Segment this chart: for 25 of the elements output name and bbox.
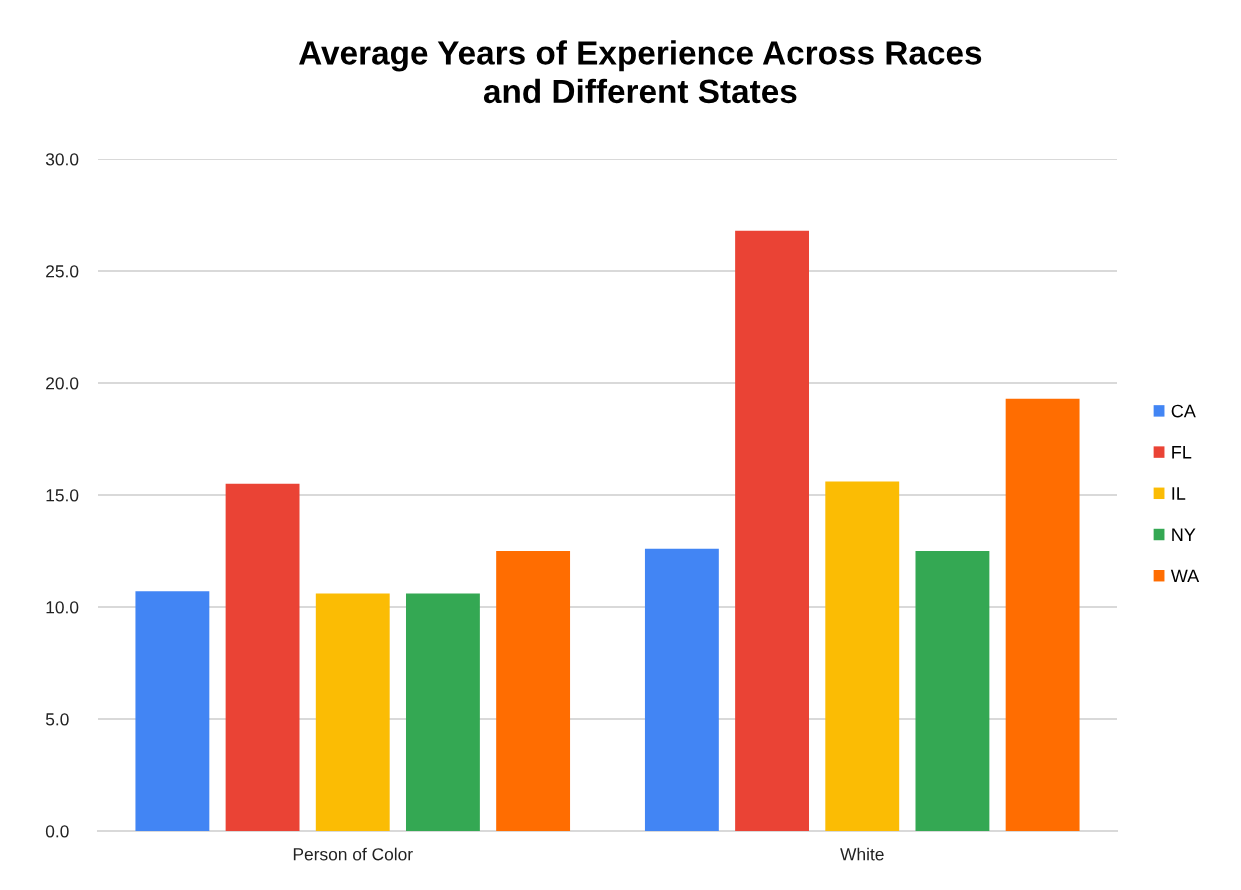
y-tick-label: 20.0: [46, 377, 79, 390]
chart-title: Average Years of Experience Across Races and Different States: [299, 40, 982, 104]
x-tick-label: Person of Color: [293, 847, 413, 861]
y-tick-label: 25.0: [46, 265, 79, 278]
legend-label: FL: [1172, 446, 1192, 459]
legend-label: CA: [1171, 404, 1196, 418]
y-tick-label: 30.0: [45, 153, 79, 166]
x-tick-label: White: [840, 847, 884, 861]
bar: [825, 481, 900, 831]
legend-label: WA: [1170, 569, 1200, 583]
bar: [496, 551, 571, 831]
y-tick-label: 15.0: [46, 489, 79, 502]
bar: [644, 548, 719, 831]
y-tick-label: 0.0: [45, 825, 69, 838]
bar: [135, 591, 210, 831]
bar: [225, 483, 300, 831]
bar: [315, 593, 390, 831]
bar: [735, 230, 810, 831]
bar: [1005, 398, 1080, 831]
bar: [915, 551, 990, 831]
y-tick-label: 5.0: [45, 713, 69, 726]
y-tick-label: 10.0: [46, 601, 79, 614]
legend-label: IL: [1172, 487, 1186, 500]
bar: [405, 593, 480, 831]
legend-label: NY: [1172, 528, 1196, 541]
